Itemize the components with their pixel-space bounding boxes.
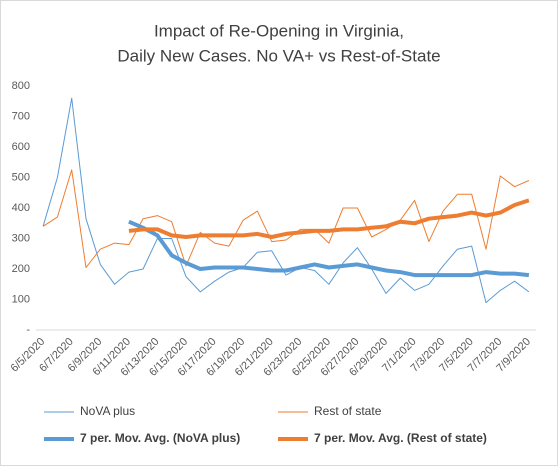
y-tick-label: 500 <box>12 171 30 183</box>
y-tick-label: 200 <box>12 263 30 275</box>
y-tick-label: 600 <box>12 141 30 153</box>
chart-title: Daily New Cases. No VA+ vs Rest-of-State <box>117 46 440 65</box>
y-tick-label: 400 <box>12 202 30 214</box>
series-line <box>128 219 530 278</box>
y-tick-label: 300 <box>12 232 30 244</box>
chart-title: Impact of Re-Opening in Virginia, <box>154 21 404 40</box>
y-tick-label: 700 <box>12 110 30 122</box>
legend-label: 7 per. Mov. Avg. (NoVA plus) <box>80 431 240 445</box>
series-line <box>128 198 530 239</box>
legend-label: Rest of state <box>314 404 382 418</box>
y-tick-label: 800 <box>12 80 30 92</box>
legend-label: 7 per. Mov. Avg. (Rest of state) <box>314 431 487 445</box>
legend-label: NoVA plus <box>80 404 135 418</box>
y-tick-label: - <box>26 324 30 336</box>
y-tick-label: 100 <box>12 293 30 305</box>
series-line <box>42 97 530 304</box>
series-line <box>42 169 530 268</box>
